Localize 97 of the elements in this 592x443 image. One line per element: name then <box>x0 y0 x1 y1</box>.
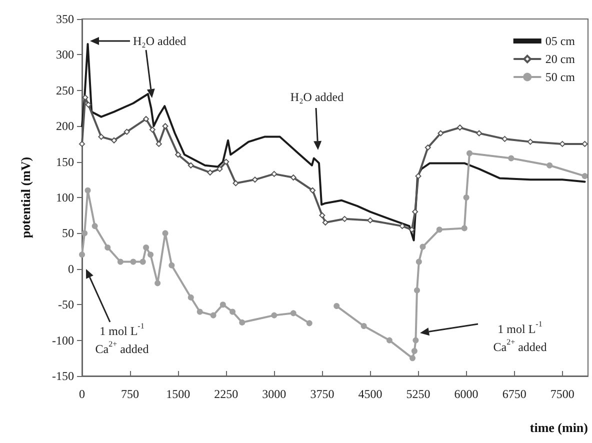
point <box>98 134 104 140</box>
point <box>111 137 118 144</box>
point <box>436 226 442 233</box>
point <box>79 140 85 147</box>
x-tick-label: 5250 <box>406 387 430 401</box>
x-tick-label: 0 <box>79 387 85 401</box>
point <box>252 176 258 183</box>
point <box>334 303 340 310</box>
point <box>399 223 406 230</box>
point <box>466 150 473 156</box>
point <box>156 140 162 147</box>
point <box>239 319 246 326</box>
annotation: H₂O added <box>133 34 186 48</box>
y-tick-label: 200 <box>56 119 74 134</box>
point <box>412 208 418 215</box>
annotation: H₂O added <box>290 90 344 104</box>
y-tick-label: 100 <box>56 190 74 204</box>
point <box>546 162 553 168</box>
point <box>476 130 482 136</box>
point <box>271 312 278 318</box>
point <box>232 180 239 186</box>
point <box>124 128 130 135</box>
x-tick-label: 3750 <box>310 387 334 401</box>
x-tick-label: 1500 <box>166 387 190 401</box>
legend-label: 50 cm <box>545 70 576 84</box>
point <box>188 162 194 168</box>
point <box>104 244 111 250</box>
point <box>582 173 588 180</box>
point <box>410 355 416 362</box>
point <box>386 337 392 344</box>
y-tick-label: -100 <box>52 333 74 348</box>
point <box>322 219 328 226</box>
x-tick-label: 4500 <box>358 387 382 401</box>
point <box>411 348 418 354</box>
point <box>130 258 136 265</box>
legend-label: 05 cm <box>545 34 576 48</box>
point <box>140 258 146 265</box>
point <box>438 130 444 136</box>
point <box>175 152 182 158</box>
y-tick-label: 0 <box>68 262 74 276</box>
point <box>168 262 175 268</box>
y-tick-label: -50 <box>58 298 74 312</box>
point <box>424 144 431 151</box>
x-tick-label: 6750 <box>502 387 526 401</box>
point <box>414 287 420 294</box>
point <box>117 258 124 265</box>
point <box>82 230 88 236</box>
point <box>463 194 470 200</box>
point <box>412 337 419 344</box>
x-axis-title: time (min) <box>530 420 588 435</box>
point <box>79 252 85 258</box>
point <box>149 126 156 133</box>
point <box>143 116 150 122</box>
y-tick-label: 350 <box>56 12 74 26</box>
point <box>230 308 236 315</box>
point <box>408 226 415 233</box>
x-tick-label: 6000 <box>454 387 478 401</box>
point <box>502 136 508 142</box>
point <box>85 102 92 108</box>
point <box>223 158 230 165</box>
legend-label: 20 cm <box>545 52 576 66</box>
point <box>188 294 194 300</box>
point <box>207 170 214 176</box>
point <box>92 223 98 230</box>
y-tick-label: -150 <box>52 369 74 383</box>
point <box>306 320 312 326</box>
point <box>508 155 514 162</box>
point <box>290 174 296 181</box>
point <box>461 225 468 232</box>
point <box>154 280 161 286</box>
point <box>84 187 91 194</box>
point <box>196 308 203 315</box>
y-tick-label: 300 <box>56 48 74 62</box>
point <box>210 312 216 318</box>
point <box>310 187 316 194</box>
point <box>416 258 422 265</box>
point <box>271 170 278 177</box>
x-tick-label: 750 <box>121 387 140 401</box>
point <box>216 166 223 172</box>
y-axis-title: potential (mV) <box>18 156 33 238</box>
point <box>290 310 296 316</box>
point <box>420 244 426 250</box>
y-tick-label: 150 <box>56 154 74 169</box>
point <box>162 123 168 130</box>
point <box>162 230 168 236</box>
x-tick-label: 2250 <box>214 387 238 401</box>
x-tick-label: 3000 <box>262 387 286 401</box>
point <box>367 217 374 224</box>
point <box>360 323 367 330</box>
y-tick-label: 250 <box>56 83 74 98</box>
y-tick-label: 50 <box>62 226 74 240</box>
point <box>148 252 154 258</box>
point <box>456 124 463 131</box>
point <box>143 244 150 250</box>
point <box>220 302 226 308</box>
point <box>319 212 326 218</box>
x-tick-label: 7500 <box>550 387 574 401</box>
